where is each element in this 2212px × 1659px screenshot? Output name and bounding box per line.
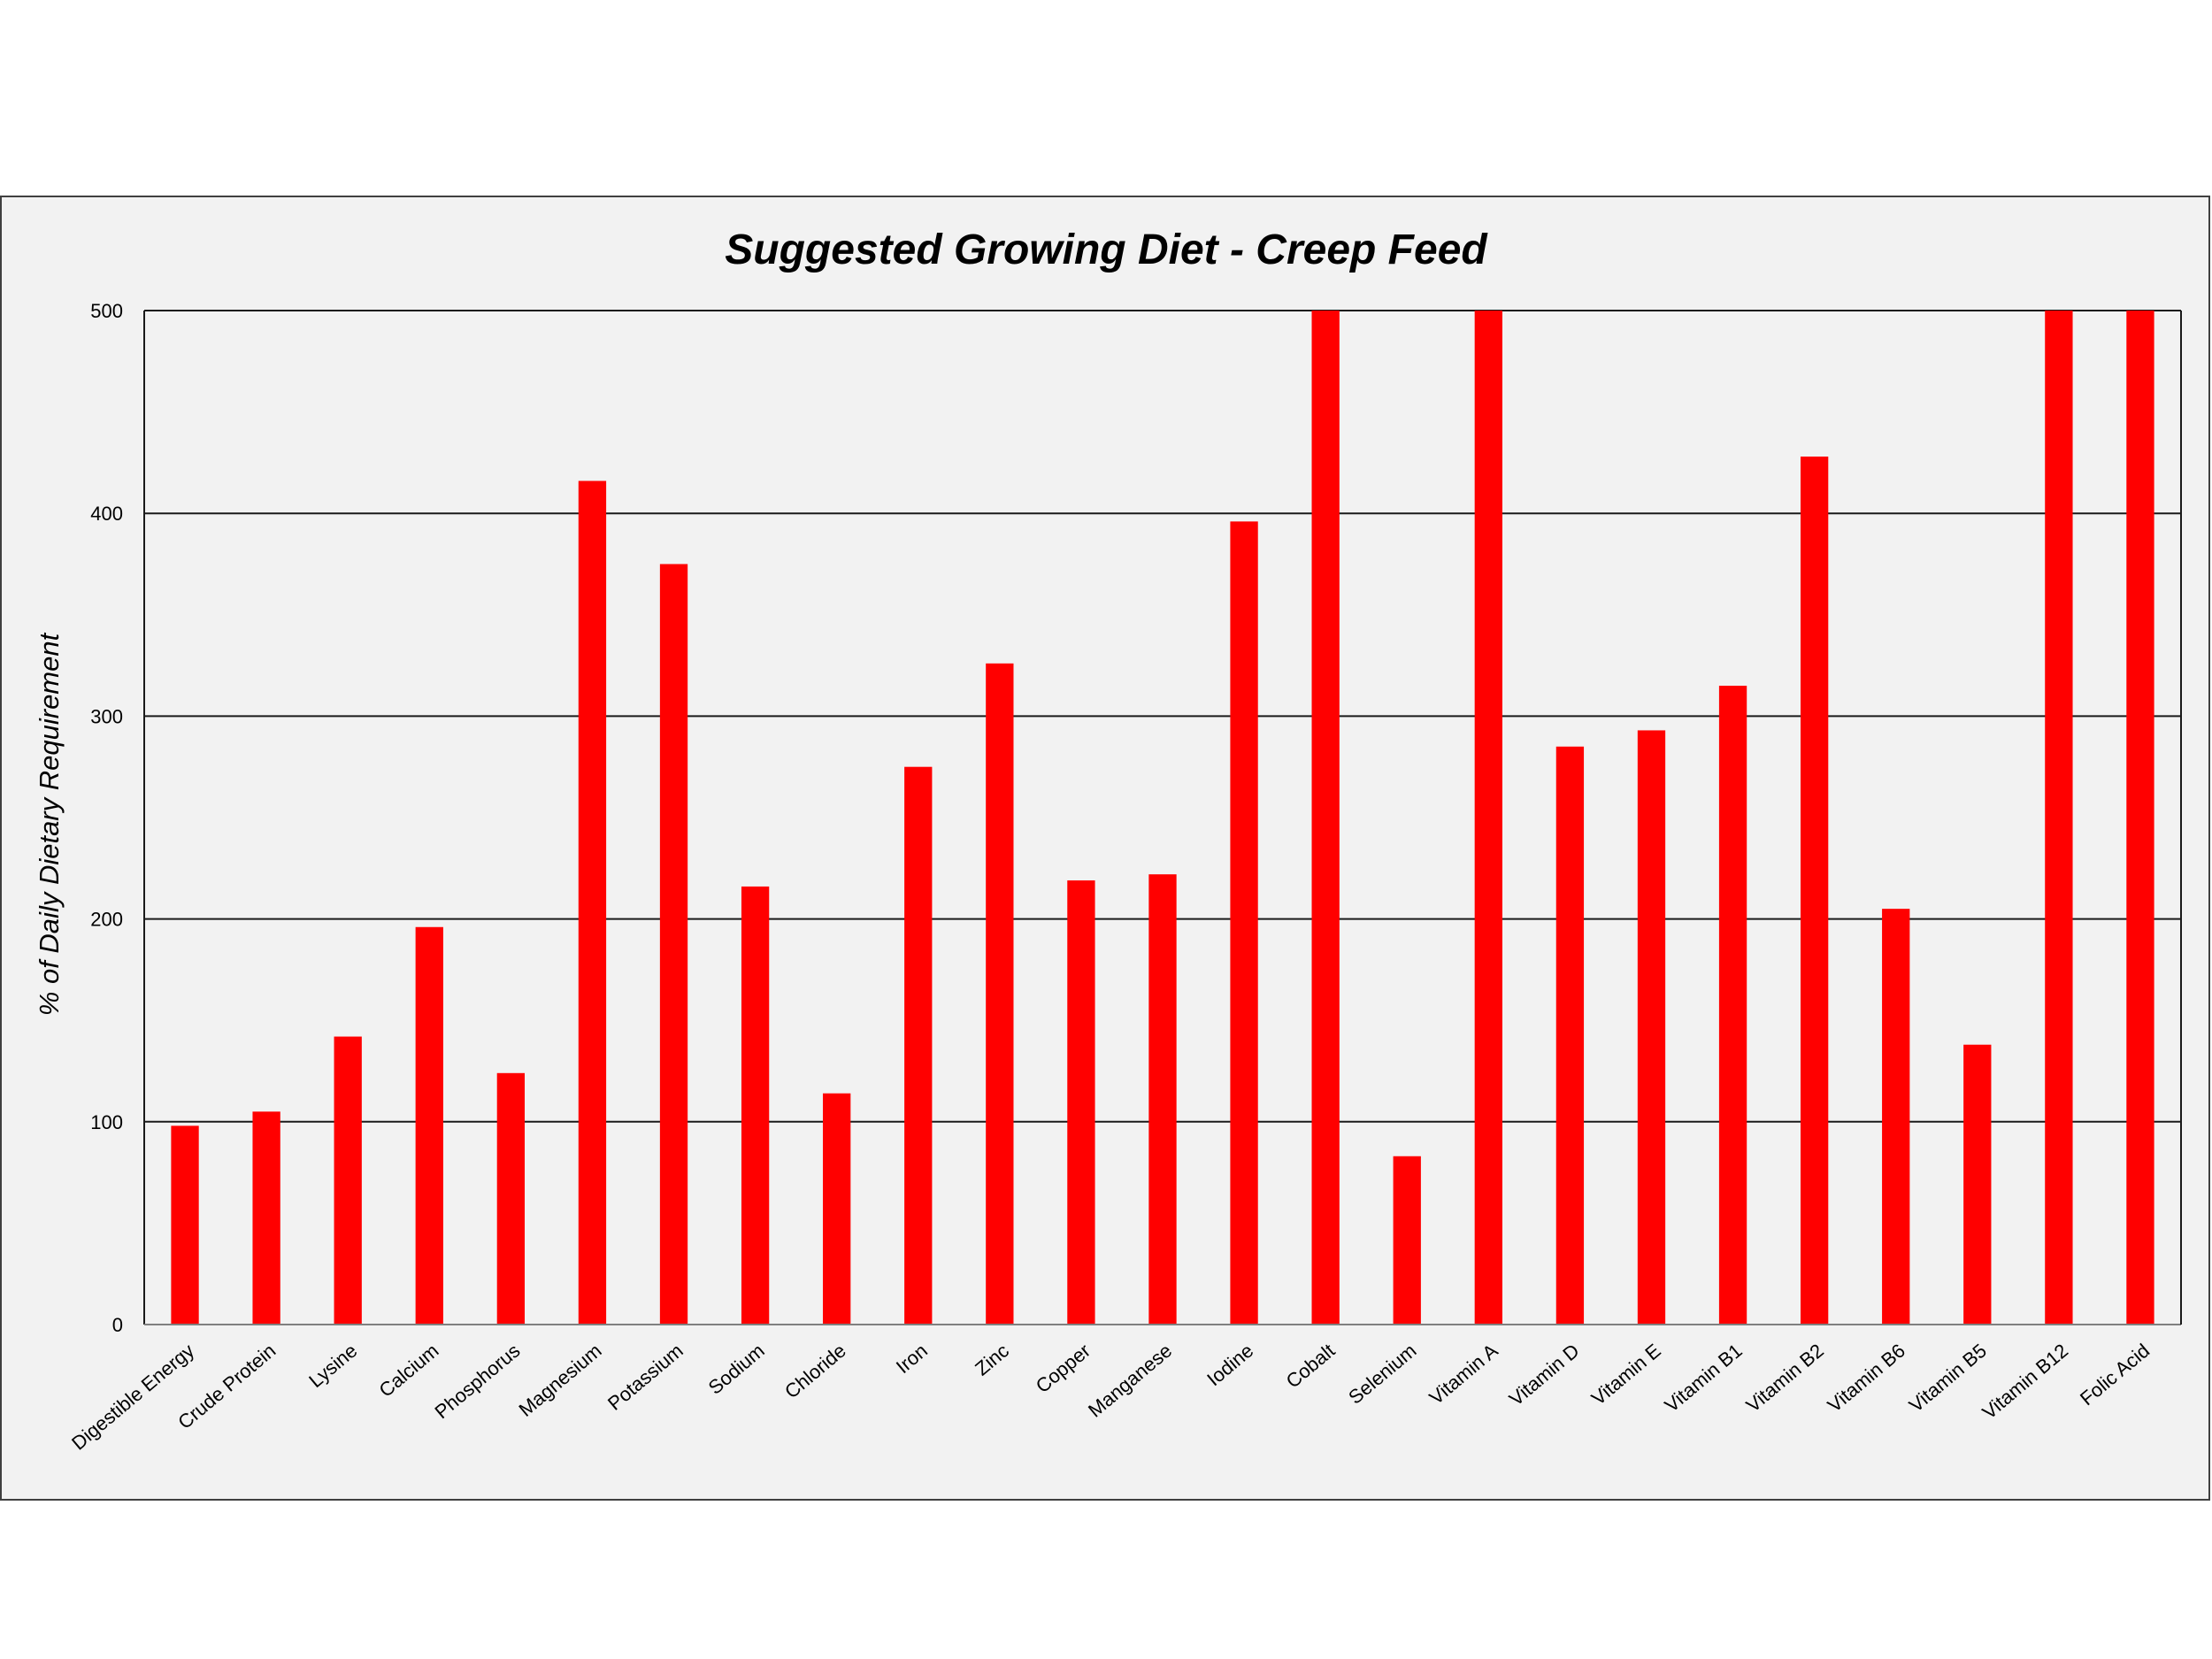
bar xyxy=(578,480,607,1325)
x-tick-label: Chloride xyxy=(780,1340,850,1403)
x-tick-label: Digestible Energy xyxy=(67,1340,198,1455)
y-tick-labels: 0 100 200 300 400 500 xyxy=(90,300,123,1336)
bar xyxy=(1393,1156,1421,1325)
bar xyxy=(171,1125,199,1325)
x-tick-label: Potassium xyxy=(603,1340,687,1415)
bar xyxy=(334,1036,362,1325)
bar xyxy=(986,663,1014,1325)
x-tick-label: Selenium xyxy=(1344,1340,1420,1409)
bars xyxy=(171,311,2154,1325)
chart-title: Suggested Growing Diet - Creep Feed xyxy=(725,227,1488,273)
bar xyxy=(1963,1044,1992,1325)
bar xyxy=(496,1072,526,1325)
bar xyxy=(823,1093,851,1325)
bar xyxy=(1230,521,1258,1325)
y-axis-label: % of Daily Dietary Requirement xyxy=(34,632,65,1016)
y-tick-label: 200 xyxy=(90,909,123,931)
bar xyxy=(741,886,770,1325)
bar xyxy=(1148,874,1177,1325)
x-tick-label: Vitamin B2 xyxy=(1742,1340,1828,1417)
x-tick-label: Vitamin B1 xyxy=(1661,1340,1747,1417)
bar xyxy=(415,926,443,1325)
x-tick-label: Vitamin B6 xyxy=(1824,1340,1909,1417)
y-tick-label: 400 xyxy=(90,503,123,525)
bar xyxy=(1718,686,1747,1325)
x-tick-label: Lysine xyxy=(304,1340,361,1393)
x-tick-label: Vitamin B5 xyxy=(1905,1340,1991,1417)
y-tick-label: 300 xyxy=(90,705,123,727)
bar xyxy=(1800,457,1829,1325)
y-tick-label: 0 xyxy=(112,1314,123,1336)
bar xyxy=(2126,311,2154,1325)
y-tick-label: 100 xyxy=(90,1111,123,1133)
x-tick-label: Calcium xyxy=(375,1340,443,1402)
x-tick-label: Vitamin B12 xyxy=(1978,1340,2072,1424)
x-tick-label: Cobalt xyxy=(1282,1340,1340,1393)
y-tick-label: 500 xyxy=(90,300,123,322)
bar xyxy=(1067,880,1095,1325)
bar xyxy=(252,1111,280,1325)
x-tick-label: Vitamin E xyxy=(1587,1340,1665,1409)
bar xyxy=(904,766,933,1325)
x-tick-label: Phosphorus xyxy=(431,1340,525,1424)
x-tick-label: Magnesium xyxy=(514,1340,605,1421)
bar xyxy=(2045,311,2073,1325)
bar xyxy=(1474,311,1502,1325)
x-tick-label: Vitamin A xyxy=(1425,1339,1502,1409)
bar xyxy=(1882,909,1910,1325)
chart-area xyxy=(0,196,2210,1501)
x-tick-label: Copper xyxy=(1032,1340,1094,1398)
bar xyxy=(1555,746,1585,1325)
axes xyxy=(143,311,2182,1325)
x-tick-label: Folic Acid xyxy=(2076,1340,2154,1410)
x-tick-label: Sodium xyxy=(704,1340,769,1399)
bar xyxy=(1637,730,1666,1325)
x-tick-label: Manganese xyxy=(1084,1340,1176,1422)
x-tick-label: Iodine xyxy=(1202,1340,1257,1391)
bar xyxy=(659,564,688,1325)
x-tick-label: Zinc xyxy=(971,1340,1013,1380)
bar xyxy=(1311,311,1340,1325)
x-tick-label: Iron xyxy=(892,1340,932,1379)
x-tick-label: Vitamin D xyxy=(1505,1340,1584,1410)
